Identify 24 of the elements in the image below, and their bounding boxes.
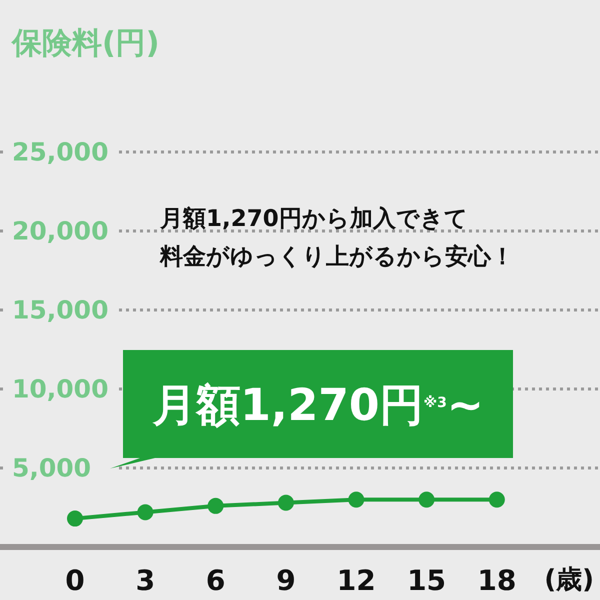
x-tick-label: 0 <box>65 564 85 597</box>
point <box>488 492 505 508</box>
y-axis-title: 保険料(円) <box>11 26 160 61</box>
x-tick-label: 18 <box>477 564 516 597</box>
point <box>278 494 294 511</box>
y-tick-label: 5,000 <box>12 454 92 482</box>
point <box>137 504 154 520</box>
x-tick-label: 15 <box>407 564 446 597</box>
point <box>348 492 364 508</box>
point <box>67 510 83 527</box>
x-axis-title: (歳) <box>544 565 594 595</box>
point <box>208 498 224 514</box>
annotation: 月額1,270円$^{※3}$~ <box>151 380 484 431</box>
x-tick-label: 12 <box>336 564 376 597</box>
y-tick-label: 10,000 <box>12 374 108 404</box>
x-tick-label: 6 <box>206 564 226 597</box>
x-tick-label: 3 <box>136 564 156 597</box>
y-tick-label: 15,000 <box>12 296 108 324</box>
annotation: 月額1,270円から加入できて <box>159 206 468 232</box>
y-tick-label: 20,000 <box>12 216 108 246</box>
point <box>418 492 435 508</box>
annotation: 料金がゆっくり上がるから安心！ <box>159 243 514 270</box>
y-tick-label: 25,000 <box>12 138 108 166</box>
x-tick-label: 9 <box>276 564 296 597</box>
